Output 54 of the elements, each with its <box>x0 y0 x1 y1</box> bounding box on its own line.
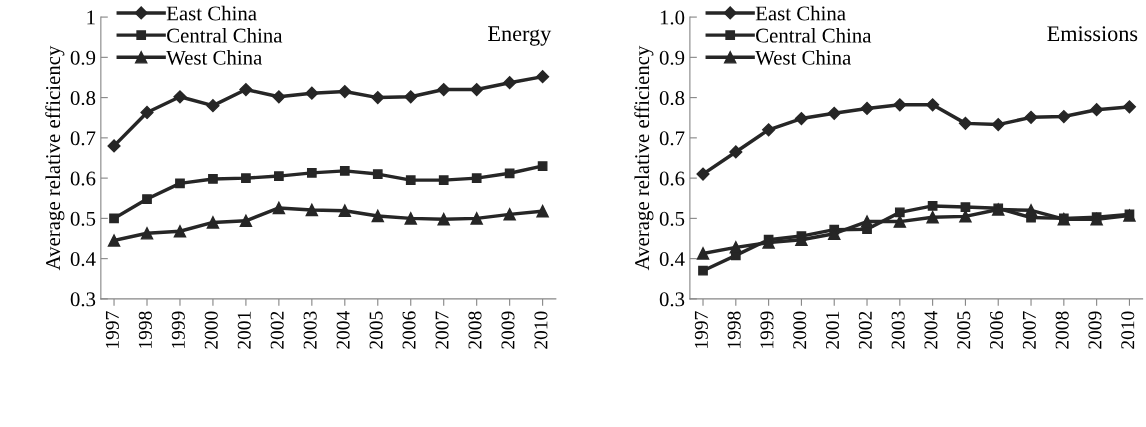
x-tick-label: 2007 <box>435 311 449 349</box>
x-tick-label: 2001 <box>237 311 251 349</box>
x-tick-label: 2000 <box>793 311 807 349</box>
y-tick-label: 0.6 <box>70 171 96 186</box>
x-tick-label: 2004 <box>336 311 350 349</box>
y-tick-label: 0.4 <box>659 252 685 267</box>
x-tick-label: 2001 <box>825 311 840 349</box>
x-tick-label: 2005 <box>957 311 971 349</box>
x-tick-label: 2002 <box>270 311 284 349</box>
x-tick-label: 1997 <box>694 311 708 348</box>
x-tick-label: 2010 <box>534 311 548 349</box>
x-tick-label: 1998 <box>727 311 741 348</box>
x-tick-label: 2003 <box>891 311 905 349</box>
legend-label: West China <box>755 50 852 65</box>
x-tick-label: 2009 <box>1088 311 1102 349</box>
annotation: Emissions <box>1047 26 1138 42</box>
y-axis-title: Average relative efficiency <box>634 45 654 271</box>
x-tick-label: 2002 <box>858 311 872 349</box>
x-tick-label: 1997 <box>105 311 119 348</box>
y-tick-label: 0.8 <box>70 90 96 106</box>
y-axis-title: Average relative efficiency <box>45 45 65 271</box>
x-tick-label: 2003 <box>303 311 317 349</box>
x-tick-label: 2008 <box>1055 311 1069 349</box>
y-tick-label: 0.3 <box>70 292 96 307</box>
x-tick-label: 2006 <box>989 311 1004 349</box>
y-tick-label: 0.7 <box>70 131 96 146</box>
x-tick-label: 2009 <box>501 311 515 349</box>
legend-label: West China <box>166 50 263 65</box>
legend-label: East China <box>166 5 257 21</box>
x-tick-label: 1999 <box>760 311 774 348</box>
x-tick-label: 2010 <box>1121 311 1135 349</box>
legend-label: Central China <box>756 27 872 43</box>
x-tick-label: 1998 <box>138 311 152 348</box>
y-tick-label: 0.8 <box>659 90 685 106</box>
y-tick-label: 0.6 <box>659 171 685 186</box>
y-tick-label: 0.4 <box>70 252 96 267</box>
y-tick-label: 0.5 <box>70 211 96 226</box>
y-tick-label: 1.0 <box>660 10 685 25</box>
y-tick-label: 0.7 <box>659 131 685 146</box>
x-tick-label: 2006 <box>402 311 416 349</box>
y-tick-label: 1 <box>87 10 95 25</box>
x-tick-label: 2008 <box>468 311 482 349</box>
legend-label: East China <box>755 5 846 21</box>
x-tick-label: 2004 <box>924 311 938 349</box>
legend-label: Central China <box>167 27 283 43</box>
x-tick-label: 2000 <box>204 311 218 349</box>
x-tick-label: 2007 <box>1022 311 1036 349</box>
y-tick-label: 0.9 <box>659 50 685 65</box>
y-tick-label: 0.9 <box>70 50 96 65</box>
annotation: Energy <box>488 26 552 46</box>
y-tick-label: 0.5 <box>659 211 685 226</box>
x-tick-label: 1999 <box>171 311 185 348</box>
y-tick-label: 0.3 <box>659 292 685 307</box>
x-tick-label: 2005 <box>369 311 383 349</box>
